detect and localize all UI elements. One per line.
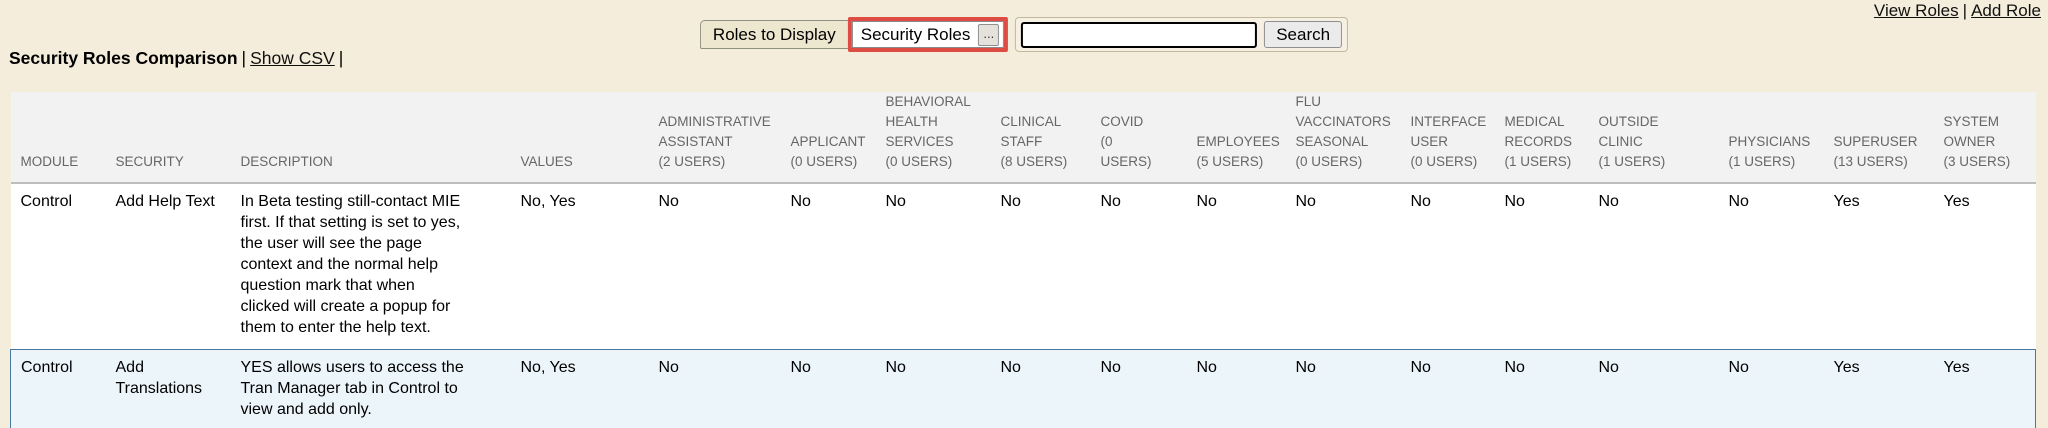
column-header-values: VALUES bbox=[510, 92, 649, 184]
page-heading: Security Roles Comparison | Show CSV | bbox=[9, 48, 347, 69]
view-roles-link[interactable]: View Roles bbox=[1873, 1, 1959, 20]
heading-separator: | bbox=[241, 48, 247, 68]
show-csv-link[interactable]: Show CSV bbox=[250, 48, 335, 68]
table-row[interactable]: Control Add Help Text In Beta testing stil… bbox=[10, 183, 2036, 349]
column-header-description: DESCRIPTION bbox=[230, 92, 511, 184]
cell-role-clinical-staff: No bbox=[990, 183, 1091, 349]
column-header-behavioral-health-services: BEHAVIORAL HEALTH SERVICES (0 USERS) bbox=[875, 92, 991, 184]
table-row[interactable]: Control Add Translations YES allows users … bbox=[10, 349, 2036, 428]
cell-role-behavioral-health-services: No bbox=[875, 183, 991, 349]
cell-module: Control bbox=[10, 349, 106, 428]
column-header-employees: EMPLOYEES (5 USERS) bbox=[1186, 92, 1286, 184]
cell-role-interface-user: No bbox=[1400, 183, 1495, 349]
roles-picker-highlight: Security Roles ... bbox=[847, 17, 1009, 52]
cell-role-covid: No bbox=[1090, 183, 1187, 349]
cell-role-covid: No bbox=[1090, 349, 1187, 428]
cell-role-outside-clinic: No bbox=[1588, 183, 1719, 349]
cell-role-applicant: No bbox=[780, 349, 876, 428]
column-header-outside-clinic: OUTSIDE CLINIC (1 USERS) bbox=[1588, 92, 1719, 184]
cell-role-behavioral-health-services: No bbox=[875, 349, 991, 428]
column-header-medical-records: MEDICAL RECORDS (1 USERS) bbox=[1494, 92, 1589, 184]
search-button[interactable]: Search bbox=[1264, 21, 1343, 48]
column-header-system-owner: SYSTEM OWNER (3 USERS) bbox=[1933, 92, 2036, 184]
links-separator: | bbox=[1962, 1, 1968, 20]
cell-role-superuser: Yes bbox=[1823, 183, 1934, 349]
column-header-flu-vaccinators-seasonal: FLU VACCINATORS SEASONAL (0 USERS) bbox=[1285, 92, 1401, 184]
column-header-superuser: SUPERUSER (13 USERS) bbox=[1823, 92, 1934, 184]
add-role-link[interactable]: Add Role bbox=[1971, 1, 2041, 20]
cell-description: In Beta testing still-contact MIE first.… bbox=[230, 183, 511, 349]
cell-role-interface-user: No bbox=[1400, 349, 1495, 428]
cell-values: No, Yes bbox=[510, 183, 649, 349]
cell-description: YES allows users to access the Tran Mana… bbox=[230, 349, 511, 428]
cell-role-clinical-staff: No bbox=[990, 349, 1091, 428]
top-links-bar: View Roles | Add Role bbox=[1874, 1, 2041, 21]
roles-picker-value: Security Roles bbox=[860, 24, 971, 44]
cell-role-flu-vaccinators-seasonal: No bbox=[1285, 349, 1401, 428]
cell-security: Add Translations bbox=[105, 349, 231, 428]
cell-security: Add Help Text bbox=[105, 183, 231, 349]
search-input[interactable] bbox=[1021, 21, 1258, 48]
cell-role-system-owner: Yes bbox=[1933, 183, 2036, 349]
cell-role-medical-records: No bbox=[1494, 183, 1589, 349]
table-header-row: MODULE SECURITY DESCRIPTION VALUES ADMINISTR… bbox=[10, 92, 2036, 184]
column-header-interface-user: INTERFACE USER (0 USERS) bbox=[1400, 92, 1495, 184]
column-header-module: MODULE bbox=[10, 92, 106, 184]
roles-table: MODULE SECURITY DESCRIPTION VALUES ADMINISTR… bbox=[10, 92, 2036, 428]
cell-role-employees: No bbox=[1186, 183, 1286, 349]
search-group: Search bbox=[1015, 17, 1349, 52]
roles-to-display-label: Roles to Display bbox=[699, 20, 848, 49]
column-header-applicant: APPLICANT (0 USERS) bbox=[780, 92, 876, 184]
column-header-physicians: PHYSICIANS (1 USERS) bbox=[1718, 92, 1824, 184]
page-title: Security Roles Comparison bbox=[9, 48, 238, 68]
column-header-covid: COVID (0 USERS) bbox=[1090, 92, 1187, 184]
ellipsis-button[interactable]: ... bbox=[978, 23, 1000, 46]
cell-role-outside-clinic: No bbox=[1588, 349, 1719, 428]
cell-module: Control bbox=[10, 183, 106, 349]
table-container: MODULE SECURITY DESCRIPTION VALUES ADMINISTR… bbox=[10, 92, 2036, 428]
roles-toolbar: Roles to Display Security Roles ... Sear… bbox=[699, 17, 1349, 52]
cell-role-physicians: No bbox=[1718, 349, 1824, 428]
heading-trailing-separator: | bbox=[338, 48, 344, 68]
cell-role-flu-vaccinators-seasonal: No bbox=[1285, 183, 1401, 349]
cell-role-administrative-assistant: No bbox=[648, 349, 781, 428]
cell-role-applicant: No bbox=[780, 183, 876, 349]
cell-role-administrative-assistant: No bbox=[648, 183, 781, 349]
cell-role-physicians: No bbox=[1718, 183, 1824, 349]
roles-picker-field[interactable]: Security Roles ... bbox=[851, 21, 1005, 48]
cell-values: No, Yes bbox=[510, 349, 649, 428]
column-header-administrative-assistant: ADMINISTRATIVE ASSISTANT (2 USERS) bbox=[648, 92, 781, 184]
column-header-security: SECURITY bbox=[105, 92, 231, 184]
cell-role-superuser: Yes bbox=[1823, 349, 1934, 428]
column-header-clinical-staff: CLINICAL STAFF (8 USERS) bbox=[990, 92, 1091, 184]
cell-role-system-owner: Yes bbox=[1933, 349, 2036, 428]
cell-role-employees: No bbox=[1186, 349, 1286, 428]
cell-role-medical-records: No bbox=[1494, 349, 1589, 428]
